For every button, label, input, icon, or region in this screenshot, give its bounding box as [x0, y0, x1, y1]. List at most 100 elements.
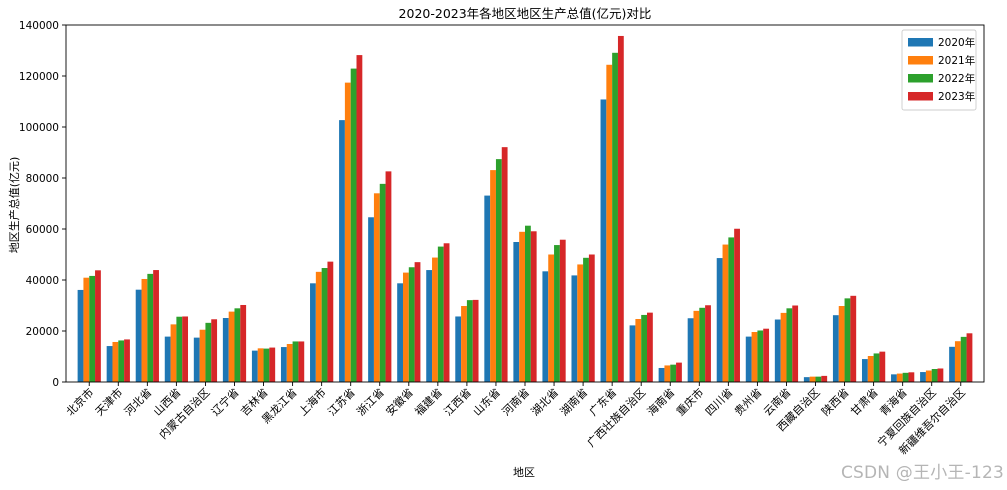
bar-2021年-重庆市	[693, 310, 700, 382]
x-tick-label: 陕西省	[818, 385, 851, 418]
bar-2022年-北京市	[89, 275, 96, 382]
x-tick-label: 上海市	[296, 385, 329, 418]
bar-2023年-山西省	[182, 316, 189, 382]
bar-2022年-广东省	[612, 52, 618, 383]
legend-swatch	[908, 92, 933, 101]
bar-2021年-上海市	[315, 271, 322, 382]
bar-2023年-吉林省	[269, 347, 276, 382]
bar-2020年-江苏省	[339, 120, 345, 383]
bar-2022年-山东省	[495, 159, 502, 382]
bar-2020年-四川省	[716, 258, 723, 382]
bar-2023年-青海省	[908, 372, 915, 382]
x-tick-label: 福建省	[412, 385, 445, 418]
x-tick-label: 江苏省	[325, 386, 358, 419]
bar-2020年-西藏自治区	[803, 377, 810, 382]
bar-2023年-河南省	[530, 231, 537, 382]
y-tick-label: 0	[52, 377, 59, 389]
bar-2023年-重庆市	[705, 305, 711, 382]
bar-2021年-安徽省	[402, 272, 409, 382]
bar-2020年-浙江省	[368, 217, 374, 382]
bar-2022年-江苏省	[350, 68, 357, 382]
bar-2021年-江苏省	[344, 82, 351, 382]
bar-2023年-江苏省	[356, 55, 363, 383]
bar-2022年-西藏自治区	[815, 376, 822, 382]
bar-2022年-四川省	[728, 237, 735, 382]
bar-2023年-广西壮族自治区	[647, 312, 653, 382]
bar-2020年-北京市	[77, 289, 84, 382]
x-tick-label: 湖北省	[529, 386, 562, 419]
bar-2020年-安徽省	[397, 283, 403, 382]
bar-2020年-甘肃省	[861, 359, 868, 382]
x-tick-label: 重庆市	[673, 385, 706, 418]
x-tick-label: 贵州省	[732, 386, 765, 419]
x-tick-label: 甘肃省	[848, 386, 881, 419]
bar-2023年-湖北省	[559, 239, 566, 382]
bar-2022年-安徽省	[408, 267, 415, 382]
x-tick-label: 江西省	[441, 386, 474, 419]
bar-2021年-新疆维吾尔自治区	[954, 341, 961, 382]
bar-2022年-湖北省	[554, 245, 560, 382]
bar-2023年-福建省	[443, 243, 450, 382]
bar-2020年-宁夏回族自治区	[920, 372, 926, 382]
x-tick-label: 河南省	[500, 386, 533, 419]
bar-2020年-新疆维吾尔自治区	[949, 346, 955, 382]
bar-2022年-天津市	[118, 340, 125, 382]
bar-2021年-天津市	[112, 341, 119, 382]
bar-2022年-上海市	[321, 268, 328, 382]
bar-2021年-贵州省	[751, 332, 758, 382]
bar-2023年-海南省	[676, 362, 682, 382]
bar-2022年-海南省	[670, 364, 677, 382]
legend-label: 2020年	[938, 36, 975, 49]
bar-2020年-河南省	[513, 242, 520, 382]
bar-2021年-湖南省	[577, 264, 584, 382]
bar-2023年-黑龙江省	[298, 341, 305, 382]
x-tick-label: 河北省	[122, 386, 155, 419]
bar-2021年-浙江省	[373, 193, 380, 382]
x-tick-label: 安徽省	[383, 385, 416, 418]
legend-swatch	[908, 74, 933, 83]
bar-2021年-河南省	[519, 231, 525, 382]
bar-2021年-福建省	[432, 257, 438, 382]
bar-2021年-黑龙江省	[286, 344, 293, 382]
bar-2021年-吉林省	[257, 348, 264, 382]
x-axis-label: 地区	[513, 466, 535, 479]
bar-2022年-山西省	[176, 316, 183, 382]
y-tick-label: 80000	[26, 173, 59, 185]
bar-2022年-河北省	[147, 273, 154, 382]
bar-2022年-云南省	[786, 308, 793, 382]
legend: 2020年 2021年 2022年 2023年	[901, 29, 977, 111]
bar-2022年-广西壮族自治区	[641, 314, 648, 382]
bar-2020年-云南省	[774, 319, 781, 382]
bar-2023年-贵州省	[763, 328, 770, 382]
bar-2020年-江西省	[455, 316, 462, 382]
bar-2020年-黑龙江省	[280, 347, 287, 382]
x-tick-label: 湖南省	[558, 386, 591, 419]
bar-2023年-云南省	[792, 305, 799, 382]
bar-2021年-青海省	[896, 373, 903, 382]
bar-2023年-江西省	[472, 299, 479, 382]
bar-2021年-内蒙古自治区	[199, 329, 206, 382]
legend-label: 2023年	[938, 90, 975, 103]
legend-label: 2021年	[938, 54, 975, 67]
bar-2022年-黑龙江省	[292, 341, 299, 382]
bar-2020年-天津市	[106, 346, 113, 382]
bar-2020年-海南省	[658, 367, 665, 382]
y-tick-label: 100000	[19, 122, 59, 134]
bar-2021年-北京市	[83, 277, 90, 382]
bar-2020年-青海省	[891, 374, 897, 382]
bar-2022年-福建省	[437, 246, 444, 382]
bar-2022年-青海省	[902, 372, 909, 382]
bar-2020年-广西壮族自治区	[629, 325, 636, 382]
bar-2023年-河北省	[153, 270, 159, 382]
bar-2023年-山东省	[501, 147, 508, 382]
x-tick-label: 四川省	[703, 386, 736, 419]
bar-2023年-天津市	[124, 339, 130, 382]
bar-2023年-湖南省	[588, 254, 595, 382]
bar-2022年-江西省	[466, 300, 473, 382]
bar-2022年-陕西省	[844, 298, 851, 382]
x-tick-label: 辽宁省	[208, 385, 241, 418]
bar-2021年-河北省	[141, 278, 148, 382]
y-axis-label: 地区生产总值(亿元)	[7, 157, 21, 254]
bar-2020年-重庆市	[687, 318, 694, 382]
